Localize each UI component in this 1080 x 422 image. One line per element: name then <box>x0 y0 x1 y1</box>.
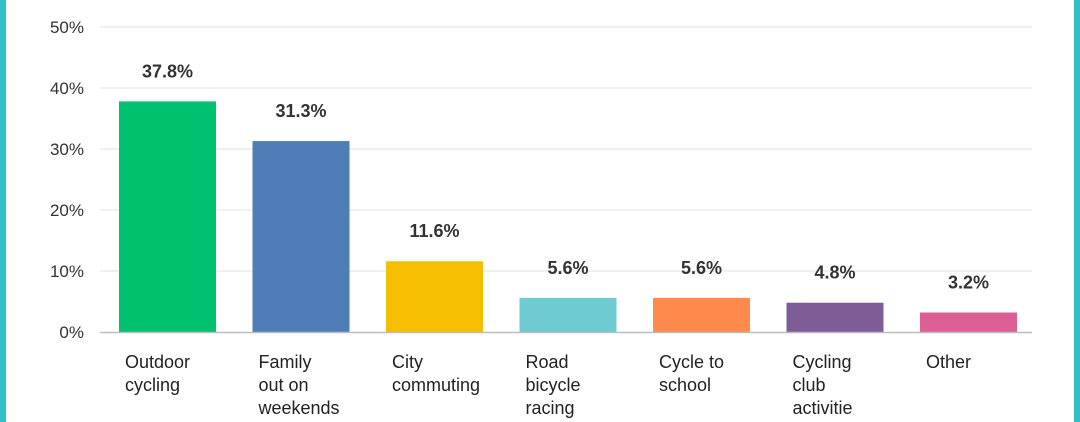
category-label-cycling-club-activitie: Cycling club activitie <box>793 352 853 418</box>
y-tick-label-10: 10% <box>50 262 84 281</box>
category-label-city-commuting: City commuting <box>392 352 480 395</box>
bars <box>119 101 1017 332</box>
category-label-cycle-to-school: Cycle to school <box>659 352 724 395</box>
category-labels: Outdoor cycling Family out on weekends City co… <box>125 352 971 418</box>
y-tick-label-30: 30% <box>50 140 84 159</box>
bar-family-out-on-weekends <box>252 141 350 332</box>
bar-city-commuting <box>386 261 483 332</box>
bar-road-bicycle-racing <box>519 297 617 332</box>
y-tick-label-0: 0% <box>59 323 84 342</box>
category-label-family-out-on-weekends: Family out on weekends <box>258 352 340 418</box>
bar-cycle-to-school <box>653 297 750 332</box>
data-label-cycling-club-activitie: 4.8% <box>814 263 855 283</box>
y-axis-ticks: 0% 10% 20% 30% 40% 50% <box>50 18 84 342</box>
category-label-road-bicycle-racing: Road bicycle racing <box>526 352 581 418</box>
gridlines <box>100 26 1032 272</box>
y-tick-label-50: 50% <box>50 18 84 37</box>
category-label-outdoor-cycling: Outdoor cycling <box>125 352 190 395</box>
data-label-cycle-to-school: 5.6% <box>681 258 722 278</box>
category-label-other: Other <box>926 352 971 372</box>
data-labels: 37.8% 31.3% 11.6% 5.6% 5.6% 4.8% 3.2% <box>142 61 989 292</box>
data-label-other: 3.2% <box>948 272 989 292</box>
bar-other <box>920 312 1017 332</box>
data-label-family-out-on-weekends: 31.3% <box>275 101 326 121</box>
bar-cycling-club-activitie <box>786 302 884 332</box>
data-label-road-bicycle-racing: 5.6% <box>547 258 588 278</box>
y-tick-label-20: 20% <box>50 201 84 220</box>
bar-outdoor-cycling <box>119 101 216 332</box>
data-label-city-commuting: 11.6% <box>409 221 459 241</box>
y-tick-label-40: 40% <box>50 79 84 98</box>
data-label-outdoor-cycling: 37.8% <box>142 61 193 81</box>
